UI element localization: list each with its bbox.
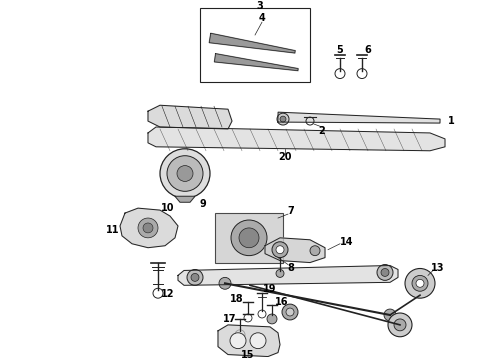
- Polygon shape: [120, 208, 178, 248]
- Circle shape: [384, 309, 396, 321]
- Circle shape: [231, 220, 267, 256]
- Circle shape: [177, 166, 193, 181]
- Text: 17: 17: [223, 314, 237, 324]
- Circle shape: [160, 149, 210, 198]
- Circle shape: [377, 265, 393, 280]
- Text: 9: 9: [199, 199, 206, 209]
- Circle shape: [381, 269, 389, 276]
- Polygon shape: [265, 238, 325, 262]
- Text: 3: 3: [257, 1, 264, 11]
- Polygon shape: [215, 54, 298, 71]
- Polygon shape: [278, 112, 440, 123]
- Circle shape: [230, 333, 246, 348]
- Text: 8: 8: [288, 262, 294, 273]
- Text: 13: 13: [431, 262, 445, 273]
- Text: 6: 6: [365, 45, 371, 55]
- Text: 2: 2: [318, 126, 325, 136]
- Circle shape: [187, 270, 203, 285]
- Circle shape: [267, 314, 277, 324]
- Circle shape: [250, 333, 266, 348]
- Circle shape: [138, 218, 158, 238]
- Text: 19: 19: [263, 284, 277, 294]
- Circle shape: [394, 319, 406, 331]
- Circle shape: [286, 308, 294, 316]
- Text: 1: 1: [448, 116, 454, 126]
- Text: 10: 10: [161, 203, 175, 213]
- Circle shape: [388, 313, 412, 337]
- Text: 7: 7: [288, 206, 294, 216]
- Text: 16: 16: [275, 297, 289, 307]
- Circle shape: [416, 279, 424, 287]
- Polygon shape: [148, 127, 445, 151]
- Polygon shape: [148, 105, 232, 129]
- Circle shape: [310, 246, 320, 256]
- Polygon shape: [175, 196, 195, 202]
- Circle shape: [272, 242, 288, 258]
- Circle shape: [191, 274, 199, 282]
- Circle shape: [239, 228, 259, 248]
- Text: 4: 4: [259, 13, 266, 23]
- Text: 15: 15: [241, 350, 255, 360]
- Text: 18: 18: [230, 294, 244, 304]
- Circle shape: [280, 116, 286, 122]
- Circle shape: [276, 270, 284, 278]
- Text: 20: 20: [278, 152, 292, 162]
- Circle shape: [405, 269, 435, 298]
- Circle shape: [143, 223, 153, 233]
- Circle shape: [282, 304, 298, 320]
- Polygon shape: [178, 266, 398, 285]
- Circle shape: [276, 246, 284, 254]
- Polygon shape: [218, 325, 280, 356]
- Bar: [215, 213, 283, 262]
- Text: 11: 11: [106, 225, 120, 235]
- Circle shape: [277, 113, 289, 125]
- Text: 14: 14: [340, 237, 354, 247]
- Text: 5: 5: [337, 45, 343, 55]
- Circle shape: [219, 278, 231, 289]
- Text: 12: 12: [161, 289, 175, 299]
- Circle shape: [412, 275, 428, 291]
- Circle shape: [167, 156, 203, 191]
- Polygon shape: [209, 33, 295, 53]
- Bar: [200, 8, 310, 82]
